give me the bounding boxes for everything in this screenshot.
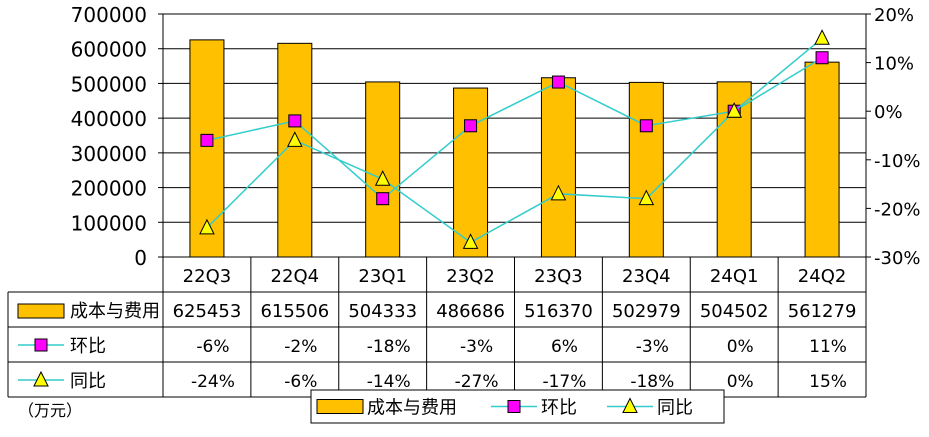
right-axis-tick-label: -30%: [874, 248, 921, 269]
point-tongbi: [726, 102, 742, 118]
bar-value-label: 625453: [173, 301, 242, 322]
line-value-label: 15%: [809, 372, 847, 392]
category-label: 23Q4: [622, 266, 671, 287]
bar-value-label: 502979: [612, 301, 681, 322]
category-label: 24Q1: [710, 266, 759, 287]
bar-series: [189, 39, 840, 258]
data-table: 22Q3 22Q4 23Q1 23Q2 23Q3 23Q4 24Q1 24Q2 成本与费用 625…: [7, 256, 867, 398]
category-label: 24Q2: [798, 266, 847, 287]
bar: [716, 81, 752, 258]
line-value-label: 0%: [727, 372, 754, 392]
point-huanbi: [551, 75, 565, 89]
bar-value-label: 561279: [788, 301, 857, 322]
line-value-label: -3%: [460, 337, 493, 357]
point-huanbi: [288, 114, 302, 128]
legend-label: 同比: [657, 398, 693, 419]
bar-value-label: 516370: [524, 301, 593, 322]
category-label: 23Q2: [446, 266, 495, 287]
bar-value-label: 504333: [348, 301, 417, 322]
bar: [540, 77, 576, 258]
category-label: 23Q3: [534, 266, 583, 287]
point-tongbi: [374, 170, 391, 186]
right-axis-tick-label: 10%: [874, 54, 914, 75]
table-row-label: 同比: [70, 371, 106, 392]
point-tongbi: [287, 131, 303, 147]
line-value-label: -27%: [455, 372, 499, 392]
line-value-label: -18%: [367, 337, 411, 357]
line-value-label: 6%: [551, 337, 578, 357]
left-axis-tick-label: 0: [134, 246, 147, 270]
bar: [628, 81, 664, 258]
line-value-label: -24%: [191, 372, 235, 392]
table-key-marker: [33, 370, 49, 387]
point-huanbi: [464, 119, 478, 133]
line-value-label: 0%: [727, 337, 754, 357]
right-axis-tick-label: 20%: [874, 5, 914, 26]
gridlines: [163, 13, 866, 223]
legend: 成本与费用 环比 同比: [310, 389, 725, 424]
left-axis-tick-label: 600000: [71, 38, 147, 62]
right-axis-tick-label: -10%: [874, 151, 921, 172]
point-tongbi: [550, 184, 567, 201]
category-label: 22Q4: [271, 266, 320, 287]
table-key-marker: [34, 338, 48, 352]
bar: [365, 81, 401, 258]
line-value-label: -18%: [630, 372, 674, 392]
point-huanbi: [376, 192, 390, 206]
series-line-同比: [206, 37, 823, 244]
table-row-label: 成本与费用: [70, 301, 160, 322]
line-value-label: -2%: [284, 337, 317, 357]
line-value-label: 11%: [809, 337, 847, 357]
unit-note: （万元）: [18, 401, 82, 420]
category-label: 22Q3: [183, 266, 232, 287]
line-value-label: -14%: [367, 372, 411, 392]
legend-key-marker: [622, 397, 638, 413]
right-axis-tick-label: -20%: [874, 199, 921, 220]
point-tongbi: [462, 233, 479, 249]
table-row-label: 环比: [70, 336, 106, 357]
left-axis-tick-label: 500000: [71, 72, 147, 96]
legend-key-marker: [507, 400, 521, 413]
legend-key-bar: [316, 399, 364, 414]
left-axis-tick-label: 400000: [71, 107, 147, 131]
line-value-label: -17%: [542, 372, 586, 392]
point-tongbi: [199, 218, 215, 235]
line-value-label: -3%: [636, 337, 669, 357]
line-value-label: -6%: [196, 337, 229, 357]
point-huanbi: [639, 119, 653, 133]
bar-value-label: 615506: [260, 301, 329, 322]
left-axis-tick-label: 100000: [71, 211, 147, 235]
table-key-bar: [17, 303, 65, 319]
point-huanbi: [815, 51, 829, 65]
legend-label: 成本与费用: [367, 398, 457, 419]
bar: [277, 42, 313, 258]
bar: [453, 87, 489, 258]
series-line-环比: [206, 57, 823, 200]
point-tongbi: [814, 29, 830, 45]
point-huanbi: [200, 133, 214, 147]
axes: 0 100000 200000 300000 400000 500000 600000 700…: [71, 3, 921, 270]
line-series: [199, 29, 830, 249]
category-label: 23Q1: [358, 266, 407, 287]
bar: [804, 61, 840, 258]
left-axis-tick-label: 200000: [71, 177, 147, 201]
right-axis-tick-label: 0%: [874, 102, 903, 123]
bar-value-label: 486686: [436, 301, 505, 322]
legend-label: 环比: [541, 398, 577, 419]
left-axis-tick-label: 300000: [71, 142, 147, 166]
left-axis-tick-label: 700000: [71, 3, 147, 27]
line-value-label: -6%: [284, 372, 317, 392]
point-tongbi: [638, 189, 655, 206]
bar-value-label: 504502: [700, 301, 769, 322]
